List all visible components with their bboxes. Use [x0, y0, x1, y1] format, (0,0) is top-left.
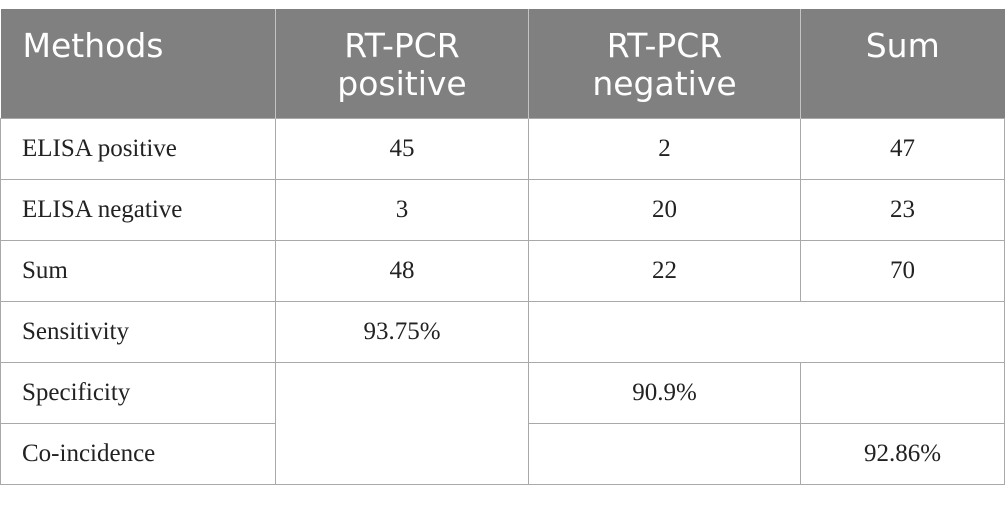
- table-row-elisa-positive: ELISA positive 45 2 47: [0, 118, 1005, 180]
- cell-sensitivity-value: 93.75%: [275, 301, 529, 363]
- header-rt-pcr-positive-line1: RT-PCR: [344, 26, 460, 65]
- header-rt-pcr-negative-line2: negative: [592, 64, 737, 103]
- cell-coincidence-value: 92.86%: [800, 423, 1005, 485]
- header-sum: Sum: [800, 9, 1005, 119]
- header-rt-pcr-positive-label: RT-PCR positive: [276, 9, 528, 103]
- cell-elisa-negative-sum: 23: [800, 179, 1005, 241]
- cell-sum-total: 70: [800, 240, 1005, 302]
- header-rt-pcr-positive: RT-PCR positive: [275, 9, 529, 119]
- header-methods-label: Methods: [22, 26, 164, 65]
- cell-elisa-negative-pcr-negative: 20: [528, 179, 801, 241]
- row-label-coincidence: Co-incidence: [0, 423, 276, 485]
- row-label-specificity: Specificity: [0, 362, 276, 424]
- header-sum-label: Sum: [865, 26, 940, 65]
- header-row: Methods RT-PCR positive RT-PCR negative …: [0, 9, 1005, 119]
- cell-specificity-empty: [800, 362, 1005, 424]
- results-table: Methods RT-PCR positive RT-PCR negative …: [0, 9, 1005, 485]
- row-label-elisa-negative: ELISA negative: [0, 179, 276, 241]
- table-body: ELISA positive 45 2 47 ELISA negative 3 …: [0, 118, 1005, 485]
- cell-sum-pcr-negative: 22: [528, 240, 801, 302]
- header-rt-pcr-negative-label: RT-PCR negative: [529, 9, 800, 103]
- row-label-sum: Sum: [0, 240, 276, 302]
- header-rt-pcr-positive-line2: positive: [337, 64, 467, 103]
- cell-elisa-positive-sum: 47: [800, 118, 1005, 180]
- table-row-specificity: Specificity 90.9%: [0, 362, 1005, 485]
- cell-sensitivity-empty: [528, 301, 1005, 363]
- cell-sum-pcr-positive: 48: [275, 240, 529, 302]
- row-label-sensitivity: Sensitivity: [0, 301, 276, 363]
- row-label-elisa-positive: ELISA positive: [0, 118, 276, 180]
- header-rt-pcr-negative: RT-PCR negative: [528, 9, 801, 119]
- cell-elisa-positive-pcr-positive: 45: [275, 118, 529, 180]
- table-row-sensitivity: Sensitivity 93.75%: [0, 301, 1005, 363]
- cell-coincidence-empty: [528, 423, 801, 485]
- header-methods: Methods: [0, 9, 276, 119]
- table-header: Methods RT-PCR positive RT-PCR negative …: [0, 9, 1005, 119]
- table-row-elisa-negative: ELISA negative 3 20 23: [0, 179, 1005, 241]
- cell-elisa-negative-pcr-positive: 3: [275, 179, 529, 241]
- cell-specificity-coincidence-empty: [275, 362, 529, 485]
- cell-elisa-positive-pcr-negative: 2: [528, 118, 801, 180]
- table-row-coincidence: Co-incidence 92.86%: [0, 423, 1005, 485]
- table-row-sum: Sum 48 22 70: [0, 240, 1005, 302]
- cell-specificity-value: 90.9%: [528, 362, 801, 424]
- header-rt-pcr-negative-line1: RT-PCR: [606, 26, 723, 65]
